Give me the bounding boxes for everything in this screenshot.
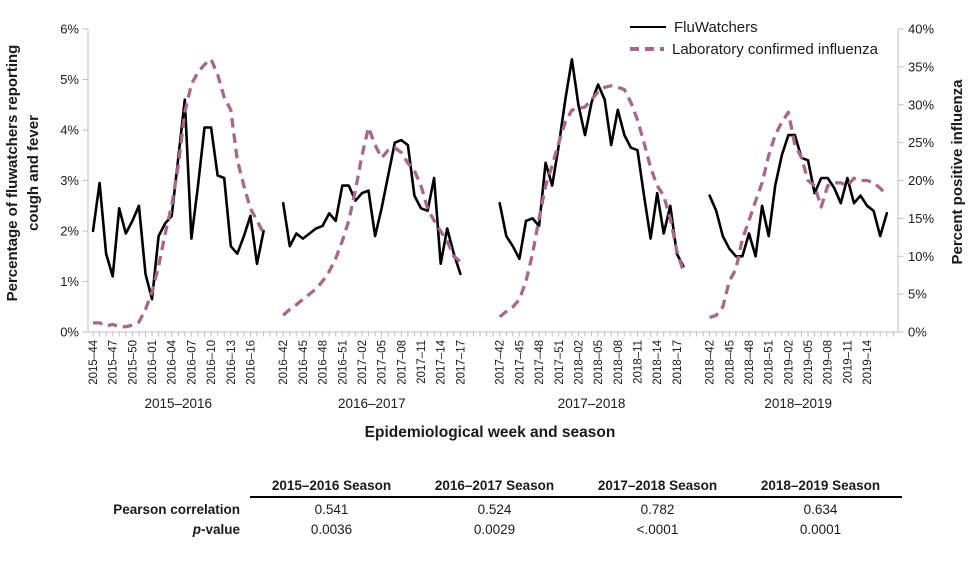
y-right-tick-label: 40%: [908, 22, 934, 37]
y-left-tick-label: 2%: [60, 224, 79, 239]
legend-item-fluwatchers: FluWatchers: [630, 16, 878, 38]
y-right-tick-label: 5%: [908, 287, 927, 302]
y-left-tick-label: 4%: [60, 123, 79, 138]
lab-confirmed-line: [498, 84, 685, 319]
y-left-tick-label: 3%: [60, 173, 79, 188]
x-tick-label: 2016–13: [226, 340, 238, 385]
table-cell-pvalue-4: 0.0001: [799, 522, 842, 537]
table-cell-pearson-1: 0.541: [314, 502, 349, 517]
x-tick-label: 2018–05: [593, 340, 605, 385]
x-tick-label: 2019–11: [842, 340, 854, 384]
x-tick-label: 2018–42: [705, 340, 717, 385]
y-right-tick-label: 25%: [908, 135, 934, 150]
season-label: 2016–2017: [338, 396, 406, 411]
table-cell-pvalue-3: <.0001: [636, 522, 679, 537]
x-tick-label: 2017–05: [377, 340, 389, 385]
x-tick-label: 2019–02: [783, 340, 795, 385]
x-tick-label: 2016–07: [186, 340, 198, 385]
x-tick-label: 2018–17: [672, 340, 684, 385]
x-tick-label: 2015–44: [88, 339, 100, 384]
x-tick-label: 2019–05: [803, 340, 815, 385]
table-header-season-3: 2017–2018 Season: [576, 478, 739, 498]
x-tick-label: 2018–48: [744, 340, 756, 385]
x-tick-label: 2018–45: [724, 340, 736, 385]
y-right-tick-label: 15%: [908, 211, 934, 226]
stats-table: 2015–2016 Season 2016–2017 Season 2017–2…: [60, 478, 902, 538]
x-tick-label: 2015–47: [108, 340, 120, 385]
x-tick-label: 2016–16: [245, 340, 257, 385]
lab-confirmed-line: [93, 57, 266, 329]
x-tick-label: 2017–14: [436, 339, 448, 384]
x-tick-label: 2018–14: [652, 339, 664, 384]
x-tick-label: 2016–10: [206, 340, 218, 385]
solid-line-swatch-icon: [630, 26, 666, 28]
x-tick-label: 2017–08: [396, 340, 408, 385]
x-tick-label: 2015–50: [127, 340, 139, 385]
x-tick-label: 2018–11: [632, 340, 644, 384]
y-left-tick-label: 0%: [60, 325, 79, 340]
x-tick-label: 2018–51: [764, 340, 776, 385]
y-right-tick-label: 30%: [908, 97, 934, 112]
x-tick-label: 2017–02: [357, 340, 369, 385]
table-cell-pvalue-1: 0.0036: [310, 522, 353, 537]
fluwatchers-line: [498, 57, 685, 268]
y-left-tick-label: 5%: [60, 72, 79, 87]
table-cell-pearson-3: 0.782: [640, 502, 675, 517]
x-tick-label: 2017–51: [554, 340, 566, 385]
table-header-season-2: 2016–2017 Season: [413, 478, 576, 498]
season-label: 2018–2019: [764, 396, 832, 411]
x-tick-label: 2017–48: [534, 340, 546, 385]
y-right-tick-label: 10%: [908, 249, 934, 264]
lab-confirmed-line: [282, 125, 462, 317]
table-cell-pvalue-2: 0.0029: [473, 522, 516, 537]
legend-item-lab-confirmed: Laboratory confirmed influenza: [630, 38, 878, 60]
table-row-label-pvalue: p-value: [60, 518, 250, 538]
pvalue-italic-p: p: [192, 522, 201, 537]
y-right-tick-label: 35%: [908, 59, 934, 74]
x-tick-label: 2017–17: [455, 340, 467, 385]
x-tick-label: 2016–51: [337, 340, 349, 385]
legend: FluWatchers Laboratory confirmed influen…: [630, 16, 878, 60]
table-corner-cell: [60, 478, 250, 498]
table-cell-pearson-4: 0.634: [803, 502, 838, 517]
y-right-tick-label: 20%: [908, 173, 934, 188]
x-tick-label: 2017–45: [514, 340, 526, 385]
y-left-tick-label: 6%: [60, 22, 79, 37]
y-left-tick-label: 1%: [60, 274, 79, 289]
table-header-season-4: 2018–2019 Season: [739, 478, 902, 498]
table-cell-pearson-2: 0.524: [477, 502, 512, 517]
x-tick-label: 2017–11: [416, 340, 428, 384]
season-label: 2015–2016: [144, 396, 212, 411]
x-tick-label: 2016–01: [147, 340, 159, 385]
legend-label-fluwatchers: FluWatchers: [674, 18, 758, 36]
x-tick-label: 2019–14: [862, 339, 874, 384]
chart-svg: 0% 1% 2% 3% 4% 5% 6% 0% 5% 10% 15% 20% 25% 30% 35% 40% 2…: [60, 22, 934, 412]
table-row-label-pearson: Pearson correlation: [113, 502, 240, 517]
x-axis-title: Epidemiological week and season: [364, 424, 616, 441]
x-tick-label: 2016–04: [167, 339, 179, 384]
season-label: 2017–2018: [558, 396, 626, 411]
x-tick-label: 2016–42: [278, 340, 290, 385]
x-tick-label: 2019–08: [823, 340, 835, 385]
x-tick-label: 2016–45: [298, 340, 310, 385]
x-tick-label: 2018–02: [573, 340, 585, 385]
x-tick-label: 2018–08: [613, 340, 625, 385]
fluwatchers-line: [281, 138, 462, 276]
fluwatchers-line: [91, 98, 265, 301]
y-right-tick-label: 0%: [908, 325, 927, 340]
legend-label-lab-confirmed: Laboratory confirmed influenza: [672, 40, 878, 58]
dashed-line-swatch-icon: [630, 47, 664, 51]
x-tick-label: 2016–48: [318, 340, 330, 385]
pvalue-rest: -value: [200, 522, 240, 537]
lab-confirmed-line: [709, 110, 889, 320]
x-tick-label: 2017–42: [495, 340, 507, 385]
table-header-season-1: 2015–2016 Season: [250, 478, 413, 498]
